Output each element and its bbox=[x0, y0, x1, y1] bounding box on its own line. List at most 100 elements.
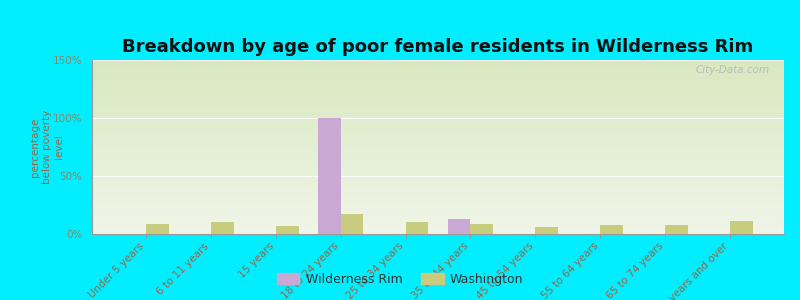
Bar bbox=[92, 95, 784, 97]
Bar bbox=[92, 67, 784, 69]
Bar bbox=[92, 161, 784, 163]
Bar bbox=[92, 149, 784, 151]
Bar bbox=[92, 189, 784, 190]
Bar bbox=[92, 76, 784, 77]
Bar bbox=[92, 81, 784, 82]
Bar bbox=[92, 177, 784, 178]
Bar bbox=[276, 226, 298, 234]
Bar bbox=[92, 103, 784, 105]
Bar bbox=[211, 222, 234, 234]
Bar bbox=[92, 126, 784, 128]
Bar bbox=[92, 131, 784, 133]
Bar bbox=[535, 227, 558, 234]
Bar bbox=[92, 227, 784, 229]
Bar bbox=[92, 79, 784, 81]
Bar bbox=[92, 225, 784, 227]
Bar bbox=[92, 143, 784, 145]
Bar bbox=[92, 217, 784, 218]
Bar bbox=[92, 117, 784, 119]
Bar bbox=[92, 93, 784, 95]
Bar bbox=[92, 82, 784, 84]
Bar bbox=[665, 225, 688, 234]
Bar bbox=[146, 224, 169, 234]
Bar bbox=[92, 105, 784, 107]
Bar bbox=[92, 77, 784, 79]
Bar bbox=[92, 192, 784, 194]
Bar bbox=[92, 97, 784, 98]
Bar bbox=[92, 116, 784, 117]
Bar bbox=[318, 118, 341, 234]
Bar bbox=[92, 154, 784, 156]
Bar bbox=[92, 91, 784, 93]
Bar bbox=[92, 212, 784, 213]
Bar bbox=[92, 128, 784, 130]
Bar bbox=[92, 112, 784, 114]
Bar bbox=[92, 130, 784, 131]
Bar bbox=[92, 142, 784, 143]
Bar bbox=[92, 64, 784, 65]
Bar bbox=[92, 86, 784, 88]
Bar bbox=[92, 121, 784, 123]
Bar bbox=[92, 222, 784, 224]
Bar bbox=[92, 194, 784, 196]
Bar bbox=[92, 175, 784, 177]
Bar bbox=[92, 229, 784, 230]
Text: City-Data.com: City-Data.com bbox=[696, 65, 770, 75]
Bar bbox=[448, 219, 470, 234]
Bar bbox=[92, 135, 784, 137]
Bar bbox=[92, 201, 784, 203]
Bar bbox=[92, 156, 784, 158]
Bar bbox=[600, 225, 623, 234]
Bar bbox=[92, 110, 784, 112]
Bar bbox=[92, 210, 784, 212]
Bar bbox=[92, 123, 784, 124]
Bar bbox=[470, 224, 493, 234]
Bar bbox=[92, 90, 784, 91]
Bar bbox=[92, 164, 784, 166]
Bar bbox=[92, 173, 784, 175]
Bar bbox=[730, 221, 753, 234]
Bar bbox=[92, 232, 784, 234]
Legend: Wilderness Rim, Washington: Wilderness Rim, Washington bbox=[272, 268, 528, 291]
Bar bbox=[92, 138, 784, 140]
Bar bbox=[92, 88, 784, 90]
Bar bbox=[92, 60, 784, 62]
Bar bbox=[92, 133, 784, 135]
Bar bbox=[92, 230, 784, 232]
Bar bbox=[92, 199, 784, 201]
Bar bbox=[92, 107, 784, 109]
Bar bbox=[92, 151, 784, 152]
Bar bbox=[92, 224, 784, 225]
Bar bbox=[92, 187, 784, 189]
Bar bbox=[92, 159, 784, 161]
Bar bbox=[92, 102, 784, 103]
Bar bbox=[92, 145, 784, 147]
Bar bbox=[92, 136, 784, 138]
Y-axis label: percentage
below poverty
level: percentage below poverty level bbox=[30, 110, 64, 184]
Bar bbox=[92, 203, 784, 204]
Bar bbox=[92, 215, 784, 217]
Bar bbox=[92, 171, 784, 173]
Bar bbox=[92, 158, 784, 159]
Bar bbox=[92, 72, 784, 74]
Bar bbox=[92, 184, 784, 185]
Bar bbox=[92, 70, 784, 72]
Bar bbox=[92, 152, 784, 154]
Bar bbox=[92, 166, 784, 168]
Bar bbox=[92, 124, 784, 126]
Bar bbox=[92, 206, 784, 208]
Bar bbox=[92, 62, 784, 64]
Bar bbox=[92, 69, 784, 70]
Bar bbox=[92, 168, 784, 170]
Bar bbox=[406, 222, 428, 234]
Bar bbox=[92, 218, 784, 220]
Bar bbox=[92, 208, 784, 210]
Bar bbox=[92, 109, 784, 110]
Title: Breakdown by age of poor female residents in Wilderness Rim: Breakdown by age of poor female resident… bbox=[122, 38, 754, 56]
Bar bbox=[92, 185, 784, 187]
Bar bbox=[92, 65, 784, 67]
Bar bbox=[92, 178, 784, 180]
Bar bbox=[92, 119, 784, 121]
Bar bbox=[92, 84, 784, 86]
Bar bbox=[341, 214, 363, 234]
